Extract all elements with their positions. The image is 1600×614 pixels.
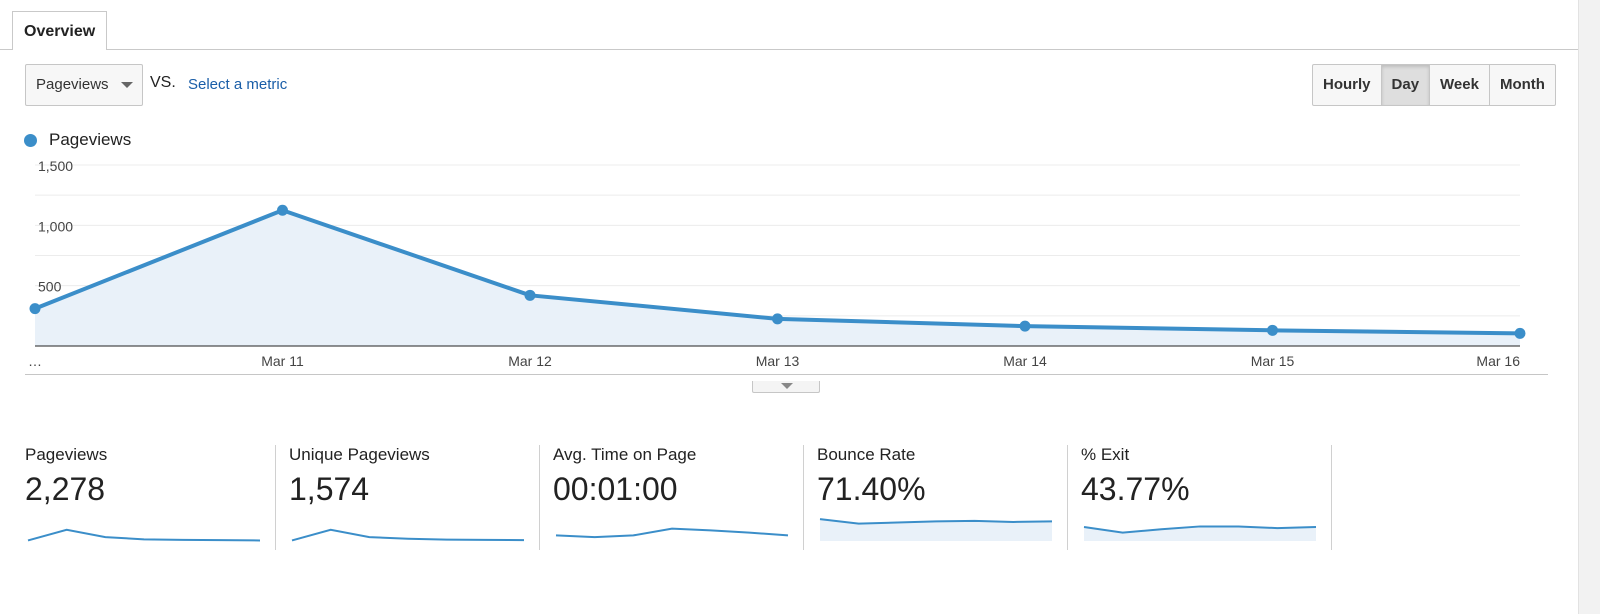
y-tick-label: 500: [38, 279, 62, 295]
scorecard-sparkline: [819, 518, 1053, 541]
legend-label: Pageviews: [49, 130, 132, 149]
scorecard-bounce-rate[interactable]: Bounce Rate 71.40%: [817, 445, 1081, 550]
data-point: [29, 303, 41, 315]
sparkline-area: [820, 519, 1052, 541]
scorecard-divider: [803, 445, 804, 550]
granularity-day-button[interactable]: Day: [1381, 65, 1431, 105]
sparkline-area: [1084, 526, 1316, 541]
chevron-down-icon: [121, 82, 133, 88]
sparkline-line: [1083, 525, 1317, 534]
sparkline-line: [555, 527, 789, 539]
tab-strip: Overview: [0, 0, 1578, 50]
scorecard-label: Pageviews: [25, 445, 108, 464]
x-tick-label: Mar 15: [1251, 353, 1295, 369]
scorecard-unique-pageviews[interactable]: Unique Pageviews 1,574: [289, 445, 553, 550]
sparkline-line: [819, 518, 1053, 525]
scorecard-value: 00:01:00: [553, 471, 678, 507]
scorecards: Pageviews 2,278 Unique Pageviews 1,574 A…: [25, 445, 1335, 550]
data-point: [772, 313, 783, 325]
scorecard-label: Bounce Rate: [817, 445, 916, 464]
y-tick-label: 1,000: [38, 218, 73, 234]
chart-legend: Pageviews: [24, 130, 131, 150]
pageviews-chart: 500 1,000 1,500 … Mar 11 Mar 12 Mar 13 Mar 14 Ma…: [25, 158, 1548, 375]
scorecard-divider: [539, 445, 540, 550]
granularity-month-button[interactable]: Month: [1499, 76, 1545, 93]
series-area: [35, 210, 1520, 346]
scorecard-sparkline: [291, 528, 525, 542]
scorecard-value: 2,278: [25, 471, 106, 507]
metric-dropdown-label: Pageviews: [36, 76, 109, 93]
scorecard-exit-rate[interactable]: % Exit 43.77%: [1081, 445, 1345, 550]
tab-overview[interactable]: Overview: [12, 11, 108, 50]
scorecard-label: % Exit: [1081, 445, 1130, 464]
x-tick-label: Mar 11: [261, 353, 304, 369]
y-tick-label: 1,500: [38, 158, 73, 174]
legend-dot-icon: [24, 133, 37, 147]
granularity-hourly-button[interactable]: Hourly: [1313, 65, 1382, 105]
scorecard-value: 71.40%: [817, 471, 926, 507]
metric-dropdown[interactable]: Pageviews: [25, 64, 143, 106]
scorecard-value: 1,574: [289, 471, 370, 507]
scorecard-label: Avg. Time on Page: [553, 445, 697, 464]
scorecard-divider: [1067, 445, 1068, 550]
scorecard-value: 43.77%: [1081, 471, 1190, 507]
x-tick-label: Mar 12: [508, 353, 552, 369]
scorecard-label: Unique Pageviews: [289, 445, 430, 464]
granularity-week-button[interactable]: Week: [1430, 65, 1490, 105]
granularity-toggle: Hourly Day Week Month: [1312, 64, 1556, 106]
sparkline-line: [27, 528, 261, 542]
x-tick-label: Mar 13: [756, 353, 800, 369]
chart-collapse-toggle[interactable]: [752, 381, 820, 393]
scorecard-sparkline: [555, 527, 789, 539]
scrollbar[interactable]: [1578, 0, 1600, 614]
data-point: [1514, 327, 1526, 339]
scorecard-divider: [1331, 445, 1332, 550]
scorecard-divider: [275, 445, 276, 550]
select-metric-link[interactable]: Select a metric: [188, 76, 288, 93]
sparkline-line: [291, 528, 525, 542]
x-tick-label: …: [28, 353, 42, 369]
chevron-down-icon: [781, 383, 793, 389]
data-point: [277, 204, 288, 216]
scorecard-sparkline: [27, 528, 261, 542]
x-tick-label: Mar 14: [1003, 353, 1047, 369]
vs-label: VS.: [150, 74, 176, 91]
scorecard-sparkline: [1083, 525, 1317, 541]
data-point: [1267, 324, 1278, 336]
scorecard-pageviews[interactable]: Pageviews 2,278: [25, 445, 289, 550]
scorecard-avg-time-on-page[interactable]: Avg. Time on Page 00:01:00: [553, 445, 817, 550]
x-tick-label: Mar 16: [1476, 353, 1520, 369]
data-point: [524, 289, 536, 301]
data-point: [1019, 320, 1031, 332]
tab-divider: [0, 49, 1578, 50]
